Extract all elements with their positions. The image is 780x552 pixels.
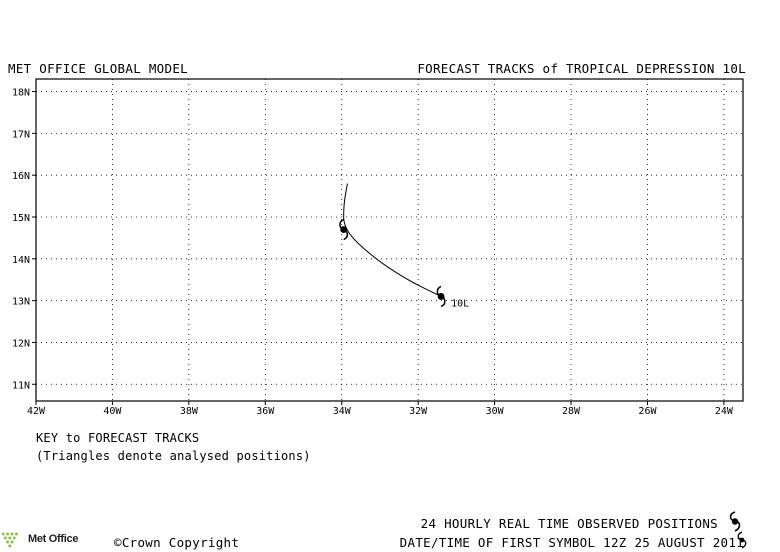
logo-dot: [3, 536, 7, 540]
met-office-logo: Met Office: [1, 530, 82, 548]
hurricane-eye: [340, 226, 348, 233]
met-office-logo-icon: [1, 532, 18, 548]
hurricane-symbol-small-icon: [737, 531, 747, 549]
logo-dot: [1, 532, 5, 536]
map-frame: [35, 78, 744, 402]
lon-tick-label: 40W: [103, 406, 122, 417]
logo-dot: [12, 536, 16, 540]
lon-tick-label: 30W: [486, 406, 505, 417]
logo-dot: [8, 544, 12, 548]
hurricane-position-icon: [436, 285, 446, 308]
header-model-name: MET OFFICE GLOBAL MODEL: [8, 61, 188, 76]
header-forecast-title: FORECAST TRACKS of TROPICAL DEPRESSION 1…: [417, 61, 746, 76]
lon-tick-label: 32W: [409, 406, 428, 417]
map-grid: [36, 79, 743, 401]
track-line: [343, 183, 442, 297]
lat-tick-label: 17N: [12, 129, 30, 140]
forecast-track: 10L: [339, 183, 469, 309]
first-symbol-date: DATE/TIME OF FIRST SYMBOL 12Z 25 AUGUST …: [399, 535, 744, 550]
lat-tick-label: 13N: [12, 297, 30, 308]
lon-tick-label: 28W: [562, 406, 581, 417]
logo-dot: [6, 532, 10, 536]
lon-tick-label: 34W: [333, 406, 352, 417]
map-axis-ticks: 42W 40W 38W 36W 34W 32W 30W 28W 26W 24W 11N 12N 13N 1…: [12, 88, 734, 417]
lon-tick-label: 38W: [180, 406, 199, 417]
lat-tick-label: 16N: [12, 171, 30, 182]
copyright-icon: ©: [114, 535, 122, 550]
copyright-notice: ©Crown Copyright: [114, 535, 239, 550]
storm-label: 10L: [451, 298, 469, 309]
logo-dot: [8, 536, 12, 540]
lat-tick-label: 18N: [12, 88, 30, 99]
logo-dot: [10, 540, 14, 544]
lon-tick-label: 42W: [27, 406, 46, 417]
hurricane-eye: [437, 293, 445, 300]
lon-tick-label: 24W: [715, 406, 734, 417]
logo-dot: [14, 532, 18, 536]
key-note: (Triangles denote analysed positions): [36, 449, 311, 463]
track-map: 42W 40W 38W 36W 34W 32W 30W 28W 26W 24W 11N 12N 13N 1…: [12, 78, 744, 417]
lat-tick-label: 15N: [12, 213, 30, 224]
logo-dot: [6, 540, 10, 544]
lat-tick-label: 11N: [12, 380, 30, 391]
logo-dot: [10, 532, 14, 536]
key-title: KEY to FORECAST TRACKS: [36, 431, 200, 445]
hurricane-symbol-icon: [729, 511, 741, 532]
met-office-logo-text: Met Office: [28, 533, 79, 545]
track-map-svg: 42W 40W 38W 36W 34W 32W 30W 28W 26W 24W 11N 12N 13N 1…: [12, 78, 744, 417]
copyright-text: Crown Copyright: [121, 535, 240, 550]
lat-tick-label: 14N: [12, 255, 30, 266]
lat-tick-label: 12N: [12, 338, 30, 349]
hurricane-position-icon: [339, 218, 349, 241]
lon-tick-label: 26W: [638, 406, 657, 417]
lon-tick-label: 36W: [256, 406, 275, 417]
observed-positions-legend: 24 HOURLY REAL TIME OBSERVED POSITIONS: [420, 516, 718, 531]
